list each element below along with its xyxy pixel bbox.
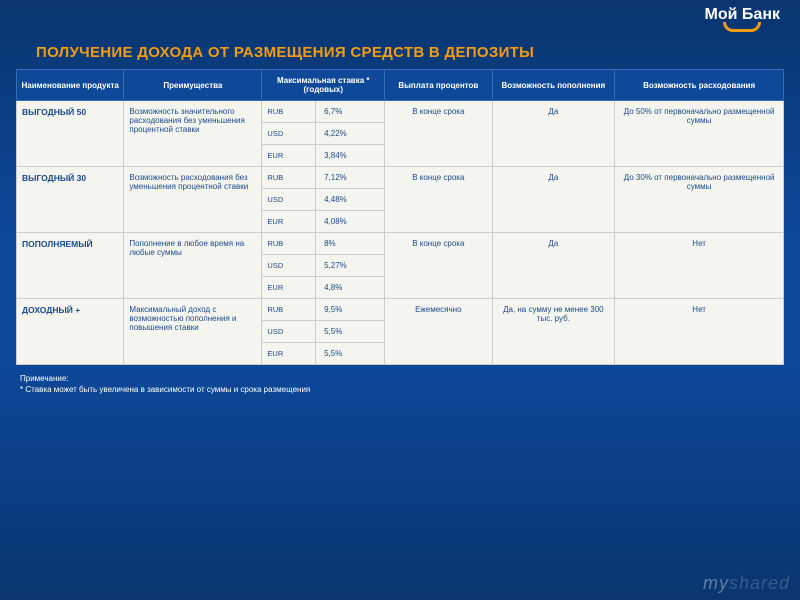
topup-cell: Да: [492, 101, 615, 167]
topup-cell: Да: [492, 167, 615, 233]
currency-cell: RUB: [262, 167, 316, 189]
rate-cell: 5,5%: [316, 343, 385, 365]
currency-cell: EUR: [262, 343, 316, 365]
deposits-table-wrap: Наименование продукта Преимущества Макси…: [16, 69, 784, 365]
rate-cell: 4,22%: [316, 123, 385, 145]
watermark: myshared: [703, 573, 790, 594]
currency-cell: RUB: [262, 299, 316, 321]
spend-cell: Нет: [615, 233, 784, 299]
topup-cell: Да, на сумму не менее 300 тыс. руб.: [492, 299, 615, 365]
rate-cell: 7,12%: [316, 167, 385, 189]
col-payment: Выплата процентов: [385, 70, 492, 101]
product-name: ВЫГОДНЫЙ 50: [17, 101, 124, 167]
table-row: ДОХОДНЫЙ +Максимальный доход с возможнос…: [17, 299, 784, 321]
spend-cell: До 30% от первоначально размещенной сумм…: [615, 167, 784, 233]
table-row: ВЫГОДНЫЙ 30Возможность расходования без …: [17, 167, 784, 189]
rate-cell: 6,7%: [316, 101, 385, 123]
page-title: ПОЛУЧЕНИЕ ДОХОДА ОТ РАЗМЕЩЕНИЯ СРЕДСТВ В…: [0, 32, 800, 69]
col-topup: Возможность пополнения: [492, 70, 615, 101]
product-advantage: Возможность значительного расходования б…: [124, 101, 262, 167]
deposits-table: Наименование продукта Преимущества Макси…: [16, 69, 784, 365]
product-advantage: Максимальный доход с возможностью пополн…: [124, 299, 262, 365]
logo-text: Мой Банк: [705, 6, 780, 24]
col-advantage: Преимущества: [124, 70, 262, 101]
rate-cell: 5,5%: [316, 321, 385, 343]
col-rate: Максимальная ставка * (годовых): [262, 70, 385, 101]
product-advantage: Пополнение в любое время на любые суммы: [124, 233, 262, 299]
rate-cell: 4,48%: [316, 189, 385, 211]
product-name: ПОПОЛНЯЕМЫЙ: [17, 233, 124, 299]
payment-cell: Ежемесячно: [385, 299, 492, 365]
currency-cell: RUB: [262, 101, 316, 123]
topup-cell: Да: [492, 233, 615, 299]
watermark-a: my: [703, 573, 729, 593]
spend-cell: Нет: [615, 299, 784, 365]
table-row: ПОПОЛНЯЕМЫЙПополнение в любое время на л…: [17, 233, 784, 255]
table-header-row: Наименование продукта Преимущества Макси…: [17, 70, 784, 101]
watermark-b: shared: [729, 573, 790, 593]
col-product: Наименование продукта: [17, 70, 124, 101]
rate-cell: 8%: [316, 233, 385, 255]
logo: Мой Банк: [705, 6, 780, 32]
payment-cell: В конце срока: [385, 101, 492, 167]
rate-cell: 5,27%: [316, 255, 385, 277]
footnote-text: * Ставка может быть увеличена в зависимо…: [20, 385, 310, 394]
product-advantage: Возможность расходования без уменьшения …: [124, 167, 262, 233]
currency-cell: USD: [262, 321, 316, 343]
currency-cell: USD: [262, 189, 316, 211]
product-name: ВЫГОДНЫЙ 30: [17, 167, 124, 233]
header: Мой Банк: [0, 0, 800, 32]
product-name: ДОХОДНЫЙ +: [17, 299, 124, 365]
footnote: Примечание: * Ставка может быть увеличен…: [0, 365, 800, 395]
payment-cell: В конце срока: [385, 167, 492, 233]
rate-cell: 4,8%: [316, 277, 385, 299]
currency-cell: USD: [262, 123, 316, 145]
rate-cell: 3,84%: [316, 145, 385, 167]
spend-cell: До 50% от первоначально размещенной сумм…: [615, 101, 784, 167]
currency-cell: EUR: [262, 145, 316, 167]
table-row: ВЫГОДНЫЙ 50Возможность значительного рас…: [17, 101, 784, 123]
col-spend: Возможность расходования: [615, 70, 784, 101]
rate-cell: 4,08%: [316, 211, 385, 233]
currency-cell: EUR: [262, 277, 316, 299]
footnote-label: Примечание:: [20, 374, 69, 383]
currency-cell: EUR: [262, 211, 316, 233]
currency-cell: USD: [262, 255, 316, 277]
payment-cell: В конце срока: [385, 233, 492, 299]
rate-cell: 9,5%: [316, 299, 385, 321]
currency-cell: RUB: [262, 233, 316, 255]
